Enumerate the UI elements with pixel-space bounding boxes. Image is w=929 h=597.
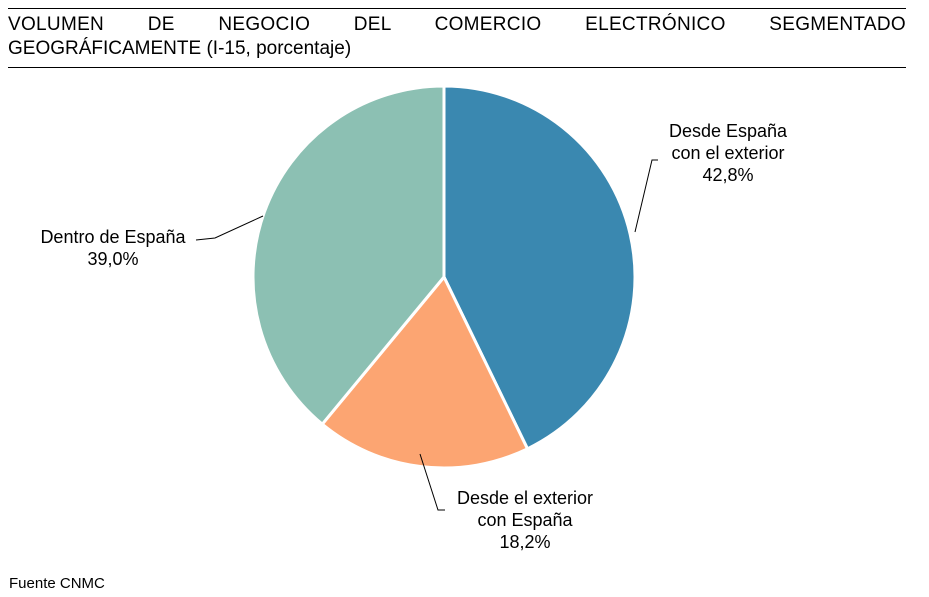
pie-slice-3 (251, 84, 446, 427)
slice-category-label: Dentro de España (40, 227, 186, 247)
leader-line-1 (634, 159, 658, 233)
slice-label-2: Desde el exterior con España 18,2% (457, 488, 593, 552)
slice-category-label: Desde España (669, 121, 788, 141)
slice-category-label: Desde el exterior (457, 488, 593, 508)
chart-title-line-2: GEOGRÁFICAMENTE (I-15, porcentaje) (8, 38, 352, 59)
chart-title: VOLUMEN DE NEGOCIO DEL COMERCIO ELECTRÓN… (8, 8, 906, 68)
leader-line-3 (195, 215, 264, 241)
slice-category-label: con España (477, 510, 573, 530)
pie-slice-1 (442, 84, 637, 451)
pie-slice-2 (320, 274, 530, 470)
leader-line-2 (419, 453, 445, 511)
chart-title-line-1: VOLUMEN DE NEGOCIO DEL COMERCIO ELECTRÓN… (8, 14, 906, 35)
slice-label-1: Desde España con el exterior 42,8% (669, 121, 788, 185)
slice-category-label: con el exterior (671, 143, 784, 163)
source-note: Fuente CNMC (9, 575, 105, 592)
slice-value-label: 18,2% (499, 532, 550, 552)
slice-value-label: 39,0% (87, 249, 138, 269)
slice-value-label: 42,8% (702, 165, 753, 185)
slice-label-3: Dentro de España 39,0% (40, 227, 186, 269)
